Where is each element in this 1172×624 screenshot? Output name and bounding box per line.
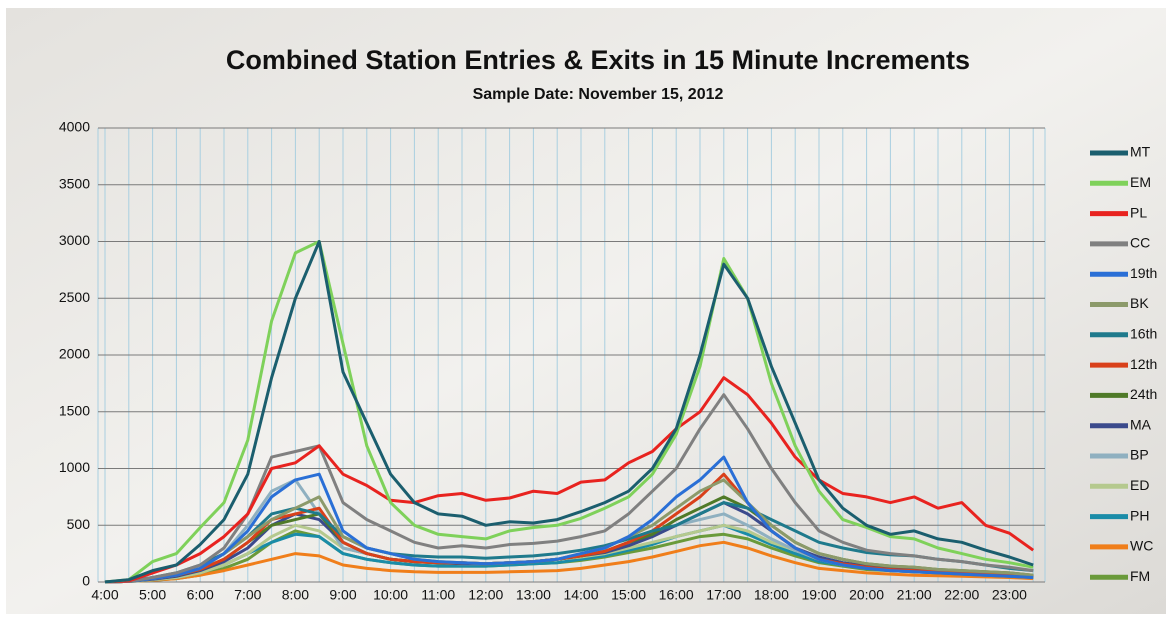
y-tick-label: 500 bbox=[67, 516, 91, 532]
y-tick-label: 2000 bbox=[59, 346, 90, 362]
series-line bbox=[104, 501, 1034, 584]
legend-label: ED bbox=[1130, 477, 1149, 493]
x-tick-label: 13:00 bbox=[516, 587, 551, 603]
series-line bbox=[104, 540, 1034, 584]
chart-title: Combined Station Entries & Exits in 15 M… bbox=[226, 45, 970, 75]
chart-subtitle: Sample Date: November 15, 2012 bbox=[473, 86, 724, 103]
legend-label: PH bbox=[1130, 507, 1149, 523]
x-tick-label: 6:00 bbox=[187, 587, 214, 603]
x-tick-label: 17:00 bbox=[706, 587, 741, 603]
y-tick-label: 3000 bbox=[59, 232, 90, 248]
legend-label: 24th bbox=[1130, 386, 1157, 402]
x-tick-label: 18:00 bbox=[754, 587, 789, 603]
y-tick-label: 1500 bbox=[59, 402, 90, 418]
legend-label: MA bbox=[1130, 416, 1152, 432]
y-tick-label: 1000 bbox=[59, 459, 90, 475]
series-line bbox=[104, 376, 1035, 584]
legend-label: CC bbox=[1130, 235, 1150, 251]
x-tick-label: 15:00 bbox=[611, 587, 646, 603]
x-tick-label: 9:00 bbox=[329, 587, 356, 603]
series-line bbox=[104, 240, 1034, 584]
x-tick-label: 5:00 bbox=[139, 587, 166, 603]
x-tick-label: 4:00 bbox=[91, 587, 118, 603]
legend-label: 16th bbox=[1130, 326, 1157, 342]
x-tick-label: 14:00 bbox=[563, 587, 598, 603]
legend-label: 12th bbox=[1130, 356, 1157, 372]
x-tick-label: 21:00 bbox=[897, 587, 932, 603]
series-line bbox=[104, 240, 1034, 584]
legend-label: MT bbox=[1130, 144, 1151, 160]
y-tick-label: 3500 bbox=[59, 175, 90, 191]
x-tick-label: 7:00 bbox=[234, 587, 261, 603]
x-tick-label: 10:00 bbox=[373, 587, 408, 603]
series-line bbox=[104, 393, 1034, 584]
x-tick-label: 16:00 bbox=[659, 587, 694, 603]
y-tick-label: 0 bbox=[82, 573, 90, 589]
x-tick-label: 12:00 bbox=[468, 587, 503, 603]
x-tick-label: 20:00 bbox=[849, 587, 884, 603]
legend-label: BK bbox=[1130, 295, 1149, 311]
legend-label: WC bbox=[1130, 538, 1153, 554]
x-tick-label: 11:00 bbox=[421, 587, 455, 603]
series-line bbox=[104, 455, 1034, 584]
x-tick-label: 8:00 bbox=[282, 587, 309, 603]
legend-label: EM bbox=[1130, 174, 1151, 190]
x-tick-label: 22:00 bbox=[944, 587, 979, 603]
x-tick-label: 19:00 bbox=[801, 587, 836, 603]
x-tick-label: 23:00 bbox=[992, 587, 1027, 603]
legend-label: PL bbox=[1130, 204, 1147, 220]
legend-label: 19th bbox=[1130, 265, 1157, 281]
y-tick-label: 4000 bbox=[59, 119, 90, 135]
legend-label: BP bbox=[1130, 447, 1149, 463]
legend-label: FM bbox=[1130, 568, 1150, 584]
y-tick-label: 2500 bbox=[59, 289, 90, 305]
